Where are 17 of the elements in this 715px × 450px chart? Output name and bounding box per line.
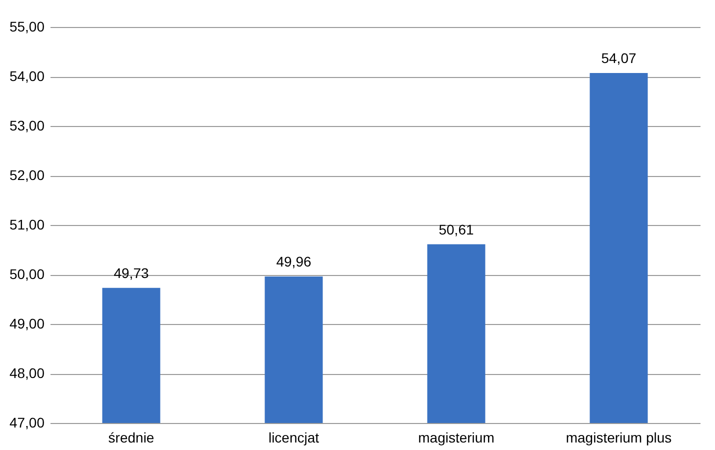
x-tick-label: magisterium: [418, 430, 494, 446]
y-tick-label: 50,00: [9, 266, 45, 282]
y-tick-label: 52,00: [9, 167, 45, 183]
data-label: 49,96: [276, 253, 312, 270]
data-label: 49,73: [114, 264, 149, 281]
data-label: 54,07: [601, 50, 636, 66]
x-tick-label: średnie: [108, 430, 154, 446]
y-tick-label: 55,00: [9, 18, 45, 34]
y-tick-label: 54,00: [9, 68, 45, 84]
y-tick-label: 47,00: [9, 414, 45, 430]
y-tick-label: 48,00: [9, 365, 45, 381]
x-tick-label: magisterium plus: [566, 430, 672, 446]
y-tick-label: 53,00: [9, 118, 45, 134]
y-tick-label: 49,00: [9, 316, 45, 332]
x-tick-label: licencjat: [268, 430, 320, 446]
y-tick-label: 51,00: [9, 216, 45, 232]
data-label: 50,61: [438, 221, 474, 238]
